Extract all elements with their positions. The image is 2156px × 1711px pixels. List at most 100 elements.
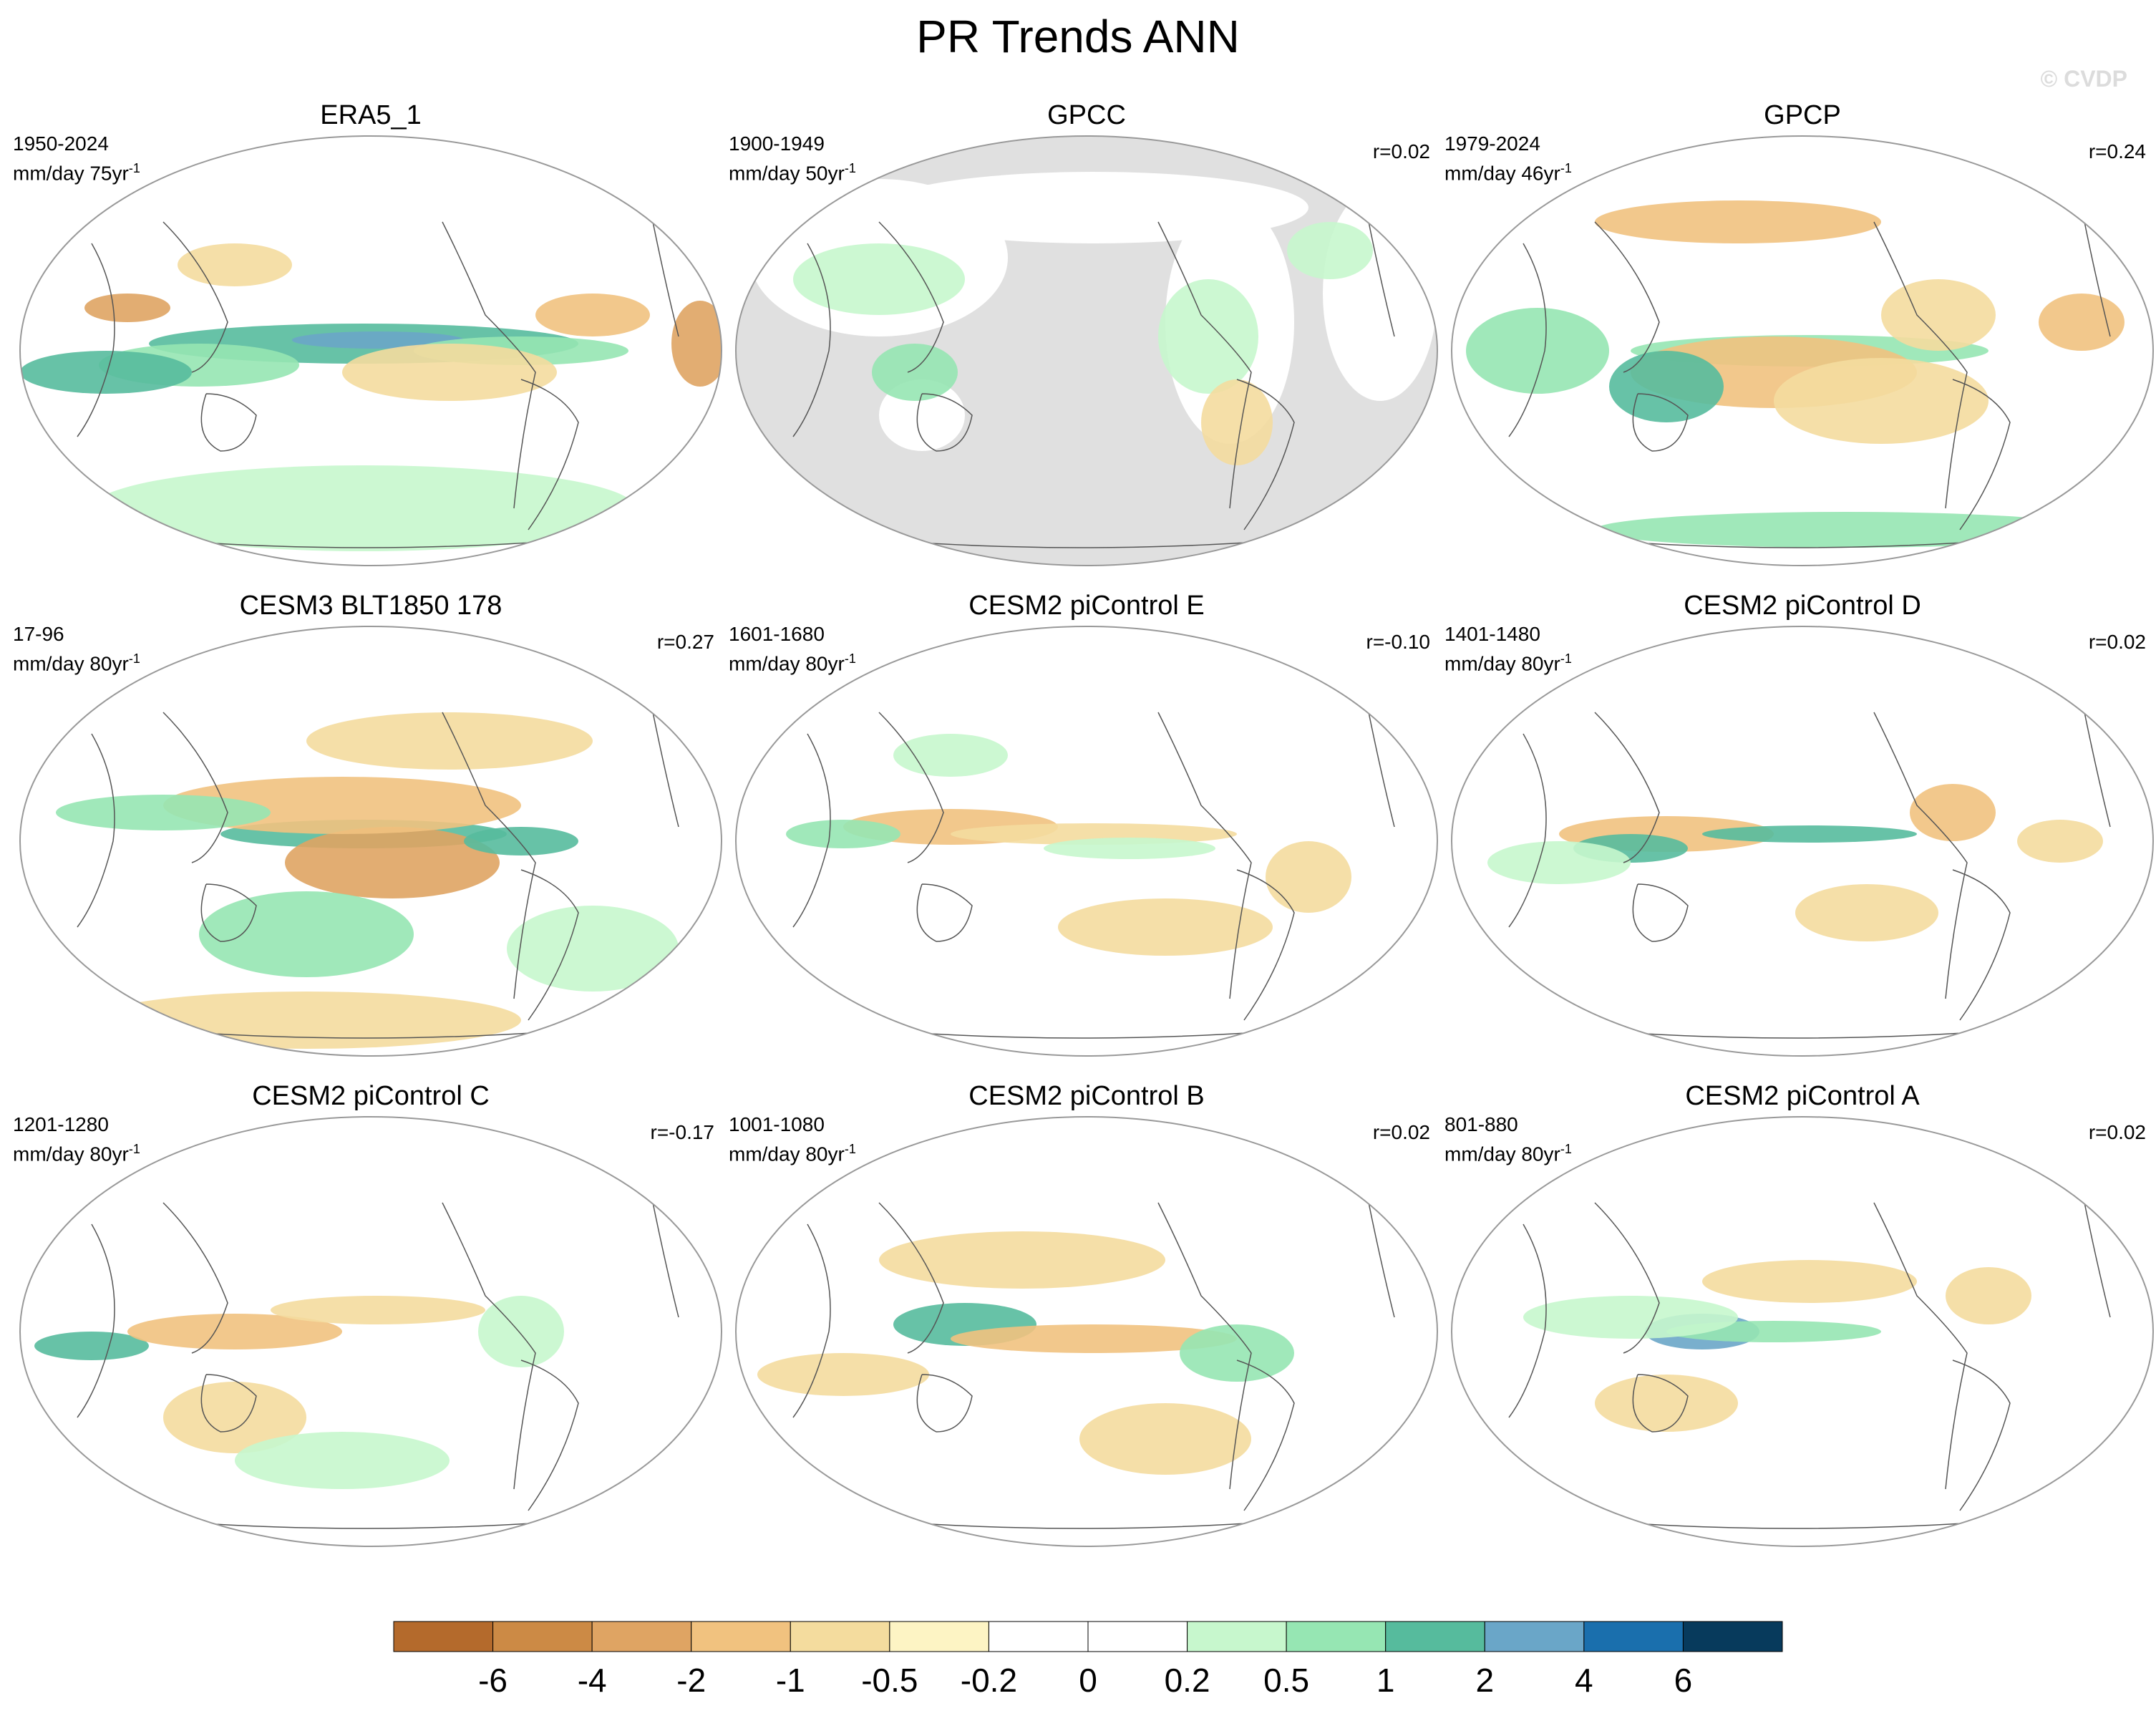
map-panel: GPCC 1900-1949 mm/day 50yr-1 r=0.02 — [729, 100, 1444, 573]
trend-contour — [56, 795, 271, 830]
colorbar-box — [492, 1621, 593, 1652]
trend-contour — [1702, 825, 1917, 843]
trend-contour — [535, 294, 650, 336]
trend-contour — [1595, 512, 2096, 548]
map-border — [1451, 1116, 2154, 1547]
trend-contour — [893, 734, 1008, 777]
trend-contour — [1201, 379, 1273, 465]
colorbar-box — [691, 1621, 791, 1652]
panel-period: 1201-1280 — [13, 1113, 109, 1135]
land-area — [1323, 186, 1437, 401]
trend-contour — [163, 1382, 306, 1453]
trend-contour — [507, 906, 679, 992]
panel-correlation: r=0.24 — [2088, 140, 2146, 163]
panel-period: 1401-1480 — [1444, 623, 1540, 645]
colorbar-box — [1187, 1621, 1287, 1652]
trend-contour — [1044, 838, 1215, 859]
trend-contour — [235, 1432, 450, 1489]
map-panel: CESM2 piControl C 1201-1280 mm/day 80yr-1 r… — [13, 1081, 729, 1554]
map-panel: CESM2 piControl E 1601-1680 mm/day 80yr-1 r… — [729, 591, 1444, 1063]
map-plot — [1451, 1116, 2154, 1547]
colorbar-box — [790, 1621, 890, 1652]
trend-contour — [872, 344, 958, 401]
panel-period: 1900-1949 — [729, 132, 825, 155]
trend-contour — [464, 827, 578, 856]
panel-units: mm/day 80yr-1 — [13, 651, 140, 675]
trend-contour — [2017, 820, 2103, 863]
coastline — [916, 883, 973, 942]
trend-contour — [199, 891, 414, 977]
coastline — [1236, 379, 1295, 530]
coastline — [1236, 1359, 1295, 1511]
coastline — [649, 1188, 679, 1318]
trend-contour — [92, 465, 636, 551]
trend-contour — [1910, 784, 1996, 841]
coastline — [649, 697, 679, 828]
trend-contour — [271, 1296, 485, 1324]
colorbar-label: -0.2 — [961, 1662, 1017, 1699]
colorbar-box — [1583, 1621, 1684, 1652]
coastline — [77, 1223, 115, 1418]
panel-title: ERA5_1 — [320, 100, 422, 130]
watermark: © CVDP — [2040, 66, 2127, 92]
trend-contour — [478, 1296, 564, 1367]
coastline — [1873, 712, 1968, 999]
map-plot — [19, 135, 722, 566]
coastline — [792, 733, 831, 928]
coastline — [792, 243, 831, 437]
panel-title: CESM2 piControl D — [1684, 591, 1921, 621]
map-panel: CESM2 piControl D 1401-1480 mm/day 80yr-1 r… — [1444, 591, 2156, 1063]
trend-contour — [786, 820, 900, 848]
coastline — [2081, 1188, 2111, 1318]
coastline — [1508, 243, 1547, 437]
coastline — [1632, 883, 1689, 942]
colorbar-label: 0.2 — [1165, 1662, 1210, 1699]
colorbar-box — [393, 1621, 494, 1652]
trend-contour — [1774, 358, 1989, 444]
map-panel: ERA5_1 1950-2024 mm/day 75yr-1 — [13, 100, 729, 573]
colorbar-box — [1385, 1621, 1485, 1652]
trend-contour — [1180, 1324, 1294, 1382]
colorbar-label: -1 — [776, 1662, 805, 1699]
colorbar-label: -4 — [578, 1662, 607, 1699]
coastline — [916, 1374, 973, 1433]
map-panel: CESM2 piControl A 801-880 mm/day 80yr-1 r=0… — [1444, 1081, 2156, 1554]
coastline — [200, 393, 257, 452]
panel-units: mm/day 80yr-1 — [1444, 1142, 1572, 1165]
coastline — [442, 712, 536, 999]
coastline — [2081, 207, 2111, 337]
colorbar-label: -2 — [676, 1662, 706, 1699]
trend-contour — [1079, 1403, 1251, 1475]
coastline — [1873, 1202, 1968, 1490]
trend-contour — [1266, 841, 1351, 913]
coastline — [520, 379, 579, 530]
colorbar-box — [889, 1621, 989, 1652]
colorbar-label: 1 — [1376, 1662, 1395, 1699]
trend-contour — [342, 344, 557, 401]
trend-contour — [92, 992, 521, 1049]
trend-contour — [1595, 1375, 1738, 1432]
trend-contour — [757, 1353, 929, 1396]
trend-contour — [1158, 279, 1258, 394]
colorbar: -6 -4 -2 -1 -0.5 -0.2 0 0.2 0.5 1 2 4 6 — [393, 1621, 1783, 1699]
trend-contour — [34, 1332, 149, 1360]
trend-contour — [1523, 1296, 1738, 1339]
trend-contour — [879, 1231, 1165, 1289]
coastline — [162, 221, 228, 373]
coastline — [1594, 221, 1660, 373]
panel-period: 17-96 — [13, 623, 64, 645]
panel-title: CESM2 piControl B — [968, 1081, 1205, 1111]
panel-title: GPCP — [1764, 100, 1841, 130]
trend-contour — [1946, 1267, 2031, 1324]
panel-title: CESM2 piControl E — [968, 591, 1205, 621]
trend-contour — [1702, 1260, 1917, 1303]
coastline — [1873, 221, 1968, 509]
trend-contour — [951, 1324, 1237, 1353]
coastline — [1236, 869, 1295, 1021]
coastline — [162, 712, 228, 863]
trend-contour — [20, 351, 192, 394]
panel-title: CESM2 piControl A — [1685, 1081, 1920, 1111]
panel-correlation: r=0.02 — [2088, 1121, 2146, 1143]
map-border — [1451, 626, 2154, 1057]
coastline — [1632, 1374, 1689, 1433]
